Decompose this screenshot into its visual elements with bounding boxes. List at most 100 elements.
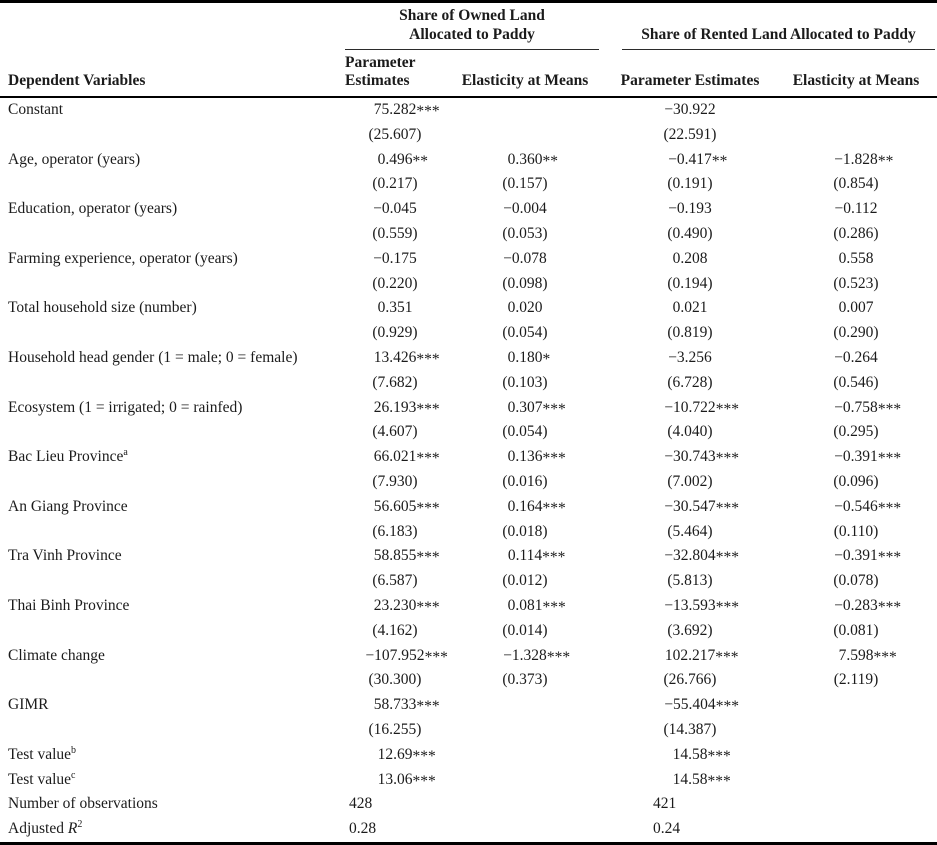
significance-stars: *** [412, 747, 436, 765]
row-label: An Giang Province [8, 497, 128, 515]
table-row: Tra Vinh Province 58.855 *** 0.114 *** −32.80… [0, 544, 937, 569]
value-cell: 0.021 [605, 296, 775, 321]
value-number: 13.426 *** [374, 349, 440, 368]
table-row: (6.587) (0.012) (5.813) (0.078) [0, 569, 937, 594]
value-number: 0.24 [653, 820, 681, 838]
significance-stars: ** [542, 152, 558, 170]
value-cell: −10.722 *** [605, 396, 775, 421]
value-cell: (6.183) [345, 520, 445, 545]
value-cell: −1.828 ** [775, 148, 937, 173]
value-cell: (14.387) [605, 718, 775, 743]
row-label [0, 718, 345, 743]
value-number: −0.758 *** [834, 399, 901, 418]
value-cell: (7.930) [345, 470, 445, 495]
value-cell: 421 [605, 792, 775, 817]
value-cell: (0.290) [775, 321, 937, 346]
value-number: −0.175 [373, 249, 417, 267]
value-number: (0.546) [833, 373, 879, 391]
value-cell: (0.546) [775, 371, 937, 396]
value-number: (16.255) [368, 720, 422, 738]
value-number: (25.607) [368, 125, 422, 143]
value-number: 56.605 *** [374, 498, 440, 517]
column-header-elasticity-owned: Elasticity at Means [445, 50, 605, 98]
value-cell: (0.018) [445, 520, 605, 545]
value-number: 0.114 *** [508, 547, 566, 566]
significance-stars: *** [715, 648, 739, 666]
value-cell [775, 693, 937, 718]
value-number: 0.164 *** [508, 498, 566, 517]
value-number: (4.607) [372, 423, 418, 441]
value-number: (0.078) [833, 572, 879, 590]
value-number: 26.193 *** [374, 399, 440, 418]
table-row: Ecosystem (1 = irrigated; 0 = rainfed) 26… [0, 396, 937, 421]
value-number: (0.018) [502, 522, 548, 540]
value-cell [445, 718, 605, 743]
significance-stars: *** [877, 450, 902, 468]
value-cell: 0.496 ** [345, 148, 445, 173]
value-cell: (0.286) [775, 222, 937, 247]
value-number: (30.300) [368, 671, 422, 689]
value-cell: (0.012) [445, 569, 605, 594]
value-cell [445, 743, 605, 768]
value-cell: −0.004 [445, 197, 605, 222]
value-cell: (0.081) [775, 619, 937, 644]
value-cell: 0.351 [345, 296, 445, 321]
value-cell: 0.020 [445, 296, 605, 321]
value-number: 0.180 * [508, 349, 551, 368]
spanner-owned-land: Share of Owned Land Allocated to Paddy [345, 2, 605, 50]
table-row: Thai Binh Province 23.230 *** 0.081 *** −13.5… [0, 594, 937, 619]
value-cell: 23.230 *** [345, 594, 445, 619]
value-cell: −0.112 [775, 197, 937, 222]
value-number: (0.559) [372, 224, 418, 242]
row-label [0, 321, 345, 346]
value-number: −0.112 [834, 200, 878, 218]
value-cell: 66.021 *** [345, 445, 445, 470]
significance-stars: *** [416, 450, 440, 468]
value-cell [445, 817, 605, 843]
value-number: −0.045 [373, 200, 417, 218]
value-number: (7.682) [372, 373, 418, 391]
value-number: (0.373) [502, 671, 548, 689]
value-number: −13.593 *** [664, 597, 739, 616]
table-row: (0.220) (0.098) (0.194) (0.523) [0, 272, 937, 297]
value-number: (0.012) [502, 572, 548, 590]
row-label: Adjusted R2 [8, 818, 83, 838]
value-cell: (2.119) [775, 668, 937, 693]
significance-stars: *** [707, 772, 731, 790]
row-label: Ecosystem (1 = irrigated; 0 = rainfed) [8, 398, 243, 416]
column-header-parameter-estimates-rented: Parameter Estimates [605, 50, 775, 98]
value-number: (0.490) [667, 224, 713, 242]
value-number: 0.081 *** [508, 597, 566, 616]
value-number: 13.06 *** [378, 771, 436, 790]
value-number: 0.360 ** [508, 151, 558, 170]
table-row: Test valueb 12.69 *** 14.58 *** [0, 743, 937, 768]
row-label: Climate change [8, 646, 105, 664]
row-label [0, 668, 345, 693]
spanner-rented-land: Share of Rented Land Allocated to Paddy [605, 2, 937, 50]
table-row: (7.930) (0.016) (7.002) (0.096) [0, 470, 937, 495]
value-number: 0.020 [507, 299, 543, 317]
significance-stars: *** [707, 747, 731, 765]
value-number: (4.162) [372, 621, 418, 639]
value-number: (0.217) [372, 175, 418, 193]
table-row: (30.300) (0.373) (26.766) (2.119) [0, 668, 937, 693]
table-row: Farming experience, operator (years) −0.1… [0, 247, 937, 272]
significance-stars: *** [715, 400, 739, 418]
value-cell: 0.007 [775, 296, 937, 321]
value-cell: (0.054) [445, 420, 605, 445]
value-number: 0.558 [838, 249, 874, 267]
value-cell: (0.295) [775, 420, 937, 445]
row-label [0, 222, 345, 247]
value-number: (0.054) [502, 423, 548, 441]
value-number: (0.854) [833, 175, 879, 193]
value-number: 7.598 *** [839, 647, 897, 666]
footnote-marker: b [71, 744, 77, 756]
value-cell: 0.360 ** [445, 148, 605, 173]
significance-stars: *** [416, 103, 440, 120]
value-number: (0.819) [667, 324, 713, 342]
value-number: 102.217 *** [665, 647, 739, 666]
spanner-rented-land-label: Share of Rented Land Allocated to Paddy [622, 25, 935, 50]
value-number: −0.546 *** [834, 498, 901, 517]
value-cell: −0.078 [445, 247, 605, 272]
